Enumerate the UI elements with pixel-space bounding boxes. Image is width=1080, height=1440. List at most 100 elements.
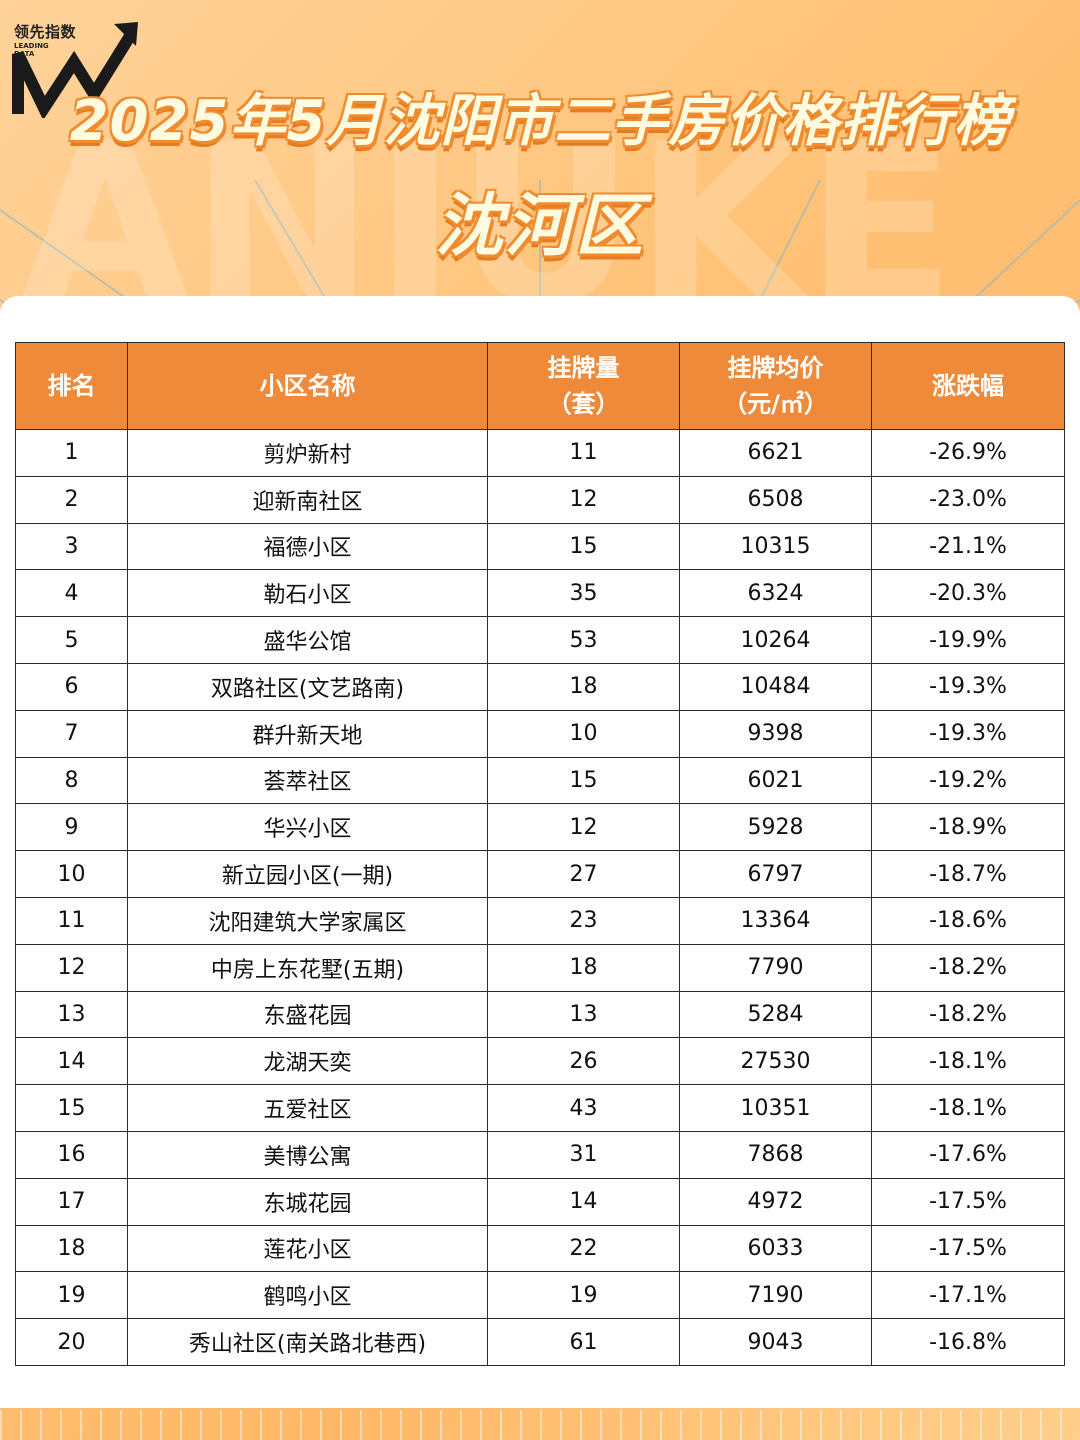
cell-price: 6797 bbox=[679, 850, 872, 898]
cell-price: 7190 bbox=[679, 1271, 872, 1320]
cell-rank: 2 bbox=[15, 475, 128, 524]
leading-data-logo: 领先指数 LEADING DATA bbox=[10, 18, 140, 118]
cell-rank: 13 bbox=[15, 990, 128, 1039]
cell-price: 6324 bbox=[679, 569, 872, 618]
header-price-line1: 挂牌均价 bbox=[727, 354, 824, 382]
cell-count: 27 bbox=[487, 850, 680, 898]
cell-price: 13364 bbox=[679, 896, 872, 945]
cell-count: 18 bbox=[487, 943, 680, 992]
cell-rank: 16 bbox=[15, 1130, 128, 1179]
cell-change: -17.5% bbox=[871, 1177, 1065, 1226]
district-title: 沈河区 bbox=[434, 187, 645, 266]
cell-change: -20.3% bbox=[871, 569, 1065, 618]
cell-name: 莲花小区 bbox=[127, 1224, 488, 1273]
cell-change: -16.8% bbox=[871, 1318, 1065, 1366]
table-row: 7 群升新天地 10 9398 -19.3% bbox=[15, 709, 1065, 758]
cell-rank: 10 bbox=[15, 850, 128, 898]
cell-count: 23 bbox=[487, 896, 680, 945]
cell-change: -17.6% bbox=[871, 1130, 1065, 1179]
cell-name: 东盛花园 bbox=[127, 990, 488, 1039]
cell-change: -19.3% bbox=[871, 662, 1065, 711]
cell-price: 27530 bbox=[679, 1037, 872, 1086]
cell-count: 15 bbox=[487, 522, 680, 571]
cell-change: -18.6% bbox=[871, 896, 1065, 945]
cell-rank: 12 bbox=[15, 943, 128, 992]
table-row: 6 双路社区(文艺路南) 18 10484 -19.3% bbox=[15, 662, 1065, 711]
cell-change: -18.1% bbox=[871, 1084, 1065, 1132]
cell-count: 18 bbox=[487, 662, 680, 711]
cell-rank: 9 bbox=[15, 803, 128, 852]
cell-name: 福德小区 bbox=[127, 522, 488, 571]
header-price-line2: （元/㎡） bbox=[723, 390, 828, 418]
cell-name: 华兴小区 bbox=[127, 803, 488, 852]
cell-price: 10315 bbox=[679, 522, 872, 571]
table-row: 11 沈阳建筑大学家属区 23 13364 -18.6% bbox=[15, 896, 1065, 945]
table-row: 9 华兴小区 12 5928 -18.9% bbox=[15, 803, 1065, 852]
cell-count: 11 bbox=[487, 429, 680, 477]
cell-price: 10351 bbox=[679, 1084, 872, 1132]
cell-count: 22 bbox=[487, 1224, 680, 1273]
cell-price: 6021 bbox=[679, 756, 872, 805]
cell-change: -17.5% bbox=[871, 1224, 1065, 1273]
cell-rank: 3 bbox=[15, 522, 128, 571]
cell-price: 6033 bbox=[679, 1224, 872, 1273]
cell-count: 15 bbox=[487, 756, 680, 805]
table-row: 13 东盛花园 13 5284 -18.2% bbox=[15, 990, 1065, 1039]
table-row: 16 美博公寓 31 7868 -17.6% bbox=[15, 1130, 1065, 1179]
header-rank: 排名 bbox=[15, 342, 128, 430]
cell-change: -18.1% bbox=[871, 1037, 1065, 1086]
logo-arrow-icon bbox=[12, 22, 138, 118]
cell-price: 7868 bbox=[679, 1130, 872, 1179]
table-row: 3 福德小区 15 10315 -21.1% bbox=[15, 522, 1065, 571]
table-row: 12 中房上东花墅(五期) 18 7790 -18.2% bbox=[15, 943, 1065, 992]
cell-count: 61 bbox=[487, 1318, 680, 1366]
table-row: 14 龙湖天奕 26 27530 -18.1% bbox=[15, 1037, 1065, 1086]
cell-name: 沈阳建筑大学家属区 bbox=[127, 896, 488, 945]
cell-name: 迎新南社区 bbox=[127, 475, 488, 524]
cell-price: 6621 bbox=[679, 429, 872, 477]
table-row: 8 荟萃社区 15 6021 -19.2% bbox=[15, 756, 1065, 805]
cell-price: 10264 bbox=[679, 616, 872, 664]
cell-rank: 4 bbox=[15, 569, 128, 618]
header-count: 挂牌量 （套） bbox=[487, 342, 680, 430]
table-row: 4 勒石小区 35 6324 -20.3% bbox=[15, 569, 1065, 618]
cell-name: 剪炉新村 bbox=[127, 429, 488, 477]
cell-name: 荟萃社区 bbox=[127, 756, 488, 805]
cell-price: 7790 bbox=[679, 943, 872, 992]
cell-name: 新立园小区(一期) bbox=[127, 850, 488, 898]
table-row: 5 盛华公馆 53 10264 -19.9% bbox=[15, 616, 1065, 664]
cell-name: 勒石小区 bbox=[127, 569, 488, 618]
cell-count: 26 bbox=[487, 1037, 680, 1086]
table-header-row: 排名 小区名称 挂牌量 （套） 挂牌均价 （元/㎡） 涨跌幅 bbox=[15, 342, 1065, 430]
cell-count: 35 bbox=[487, 569, 680, 618]
cell-count: 14 bbox=[487, 1177, 680, 1226]
cell-rank: 8 bbox=[15, 756, 128, 805]
cell-name: 东城花园 bbox=[127, 1177, 488, 1226]
bottom-dash-pattern bbox=[0, 1410, 1080, 1440]
logo-sub: LEADING DATA bbox=[14, 42, 49, 58]
cell-rank: 11 bbox=[15, 896, 128, 945]
cell-name: 群升新天地 bbox=[127, 709, 488, 758]
cell-count: 12 bbox=[487, 475, 680, 524]
table-row: 20 秀山社区(南关路北巷西) 61 9043 -16.8% bbox=[15, 1318, 1065, 1366]
cell-name: 鹤鸣小区 bbox=[127, 1271, 488, 1320]
cell-count: 13 bbox=[487, 990, 680, 1039]
cell-rank: 15 bbox=[15, 1084, 128, 1132]
cell-rank: 5 bbox=[15, 616, 128, 664]
cell-rank: 18 bbox=[15, 1224, 128, 1273]
cell-change: -21.1% bbox=[871, 522, 1065, 571]
cell-count: 12 bbox=[487, 803, 680, 852]
cell-change: -23.0% bbox=[871, 475, 1065, 524]
cell-name: 美博公寓 bbox=[127, 1130, 488, 1179]
table-row: 10 新立园小区(一期) 27 6797 -18.7% bbox=[15, 850, 1065, 898]
table-row: 19 鹤鸣小区 19 7190 -17.1% bbox=[15, 1271, 1065, 1320]
cell-count: 53 bbox=[487, 616, 680, 664]
cell-change: -18.2% bbox=[871, 990, 1065, 1039]
table-row: 2 迎新南社区 12 6508 -23.0% bbox=[15, 475, 1065, 524]
cell-rank: 20 bbox=[15, 1318, 128, 1366]
header-change: 涨跌幅 bbox=[871, 342, 1065, 430]
cell-change: -18.9% bbox=[871, 803, 1065, 852]
cell-price: 5928 bbox=[679, 803, 872, 852]
cell-rank: 7 bbox=[15, 709, 128, 758]
cell-name: 龙湖天奕 bbox=[127, 1037, 488, 1086]
